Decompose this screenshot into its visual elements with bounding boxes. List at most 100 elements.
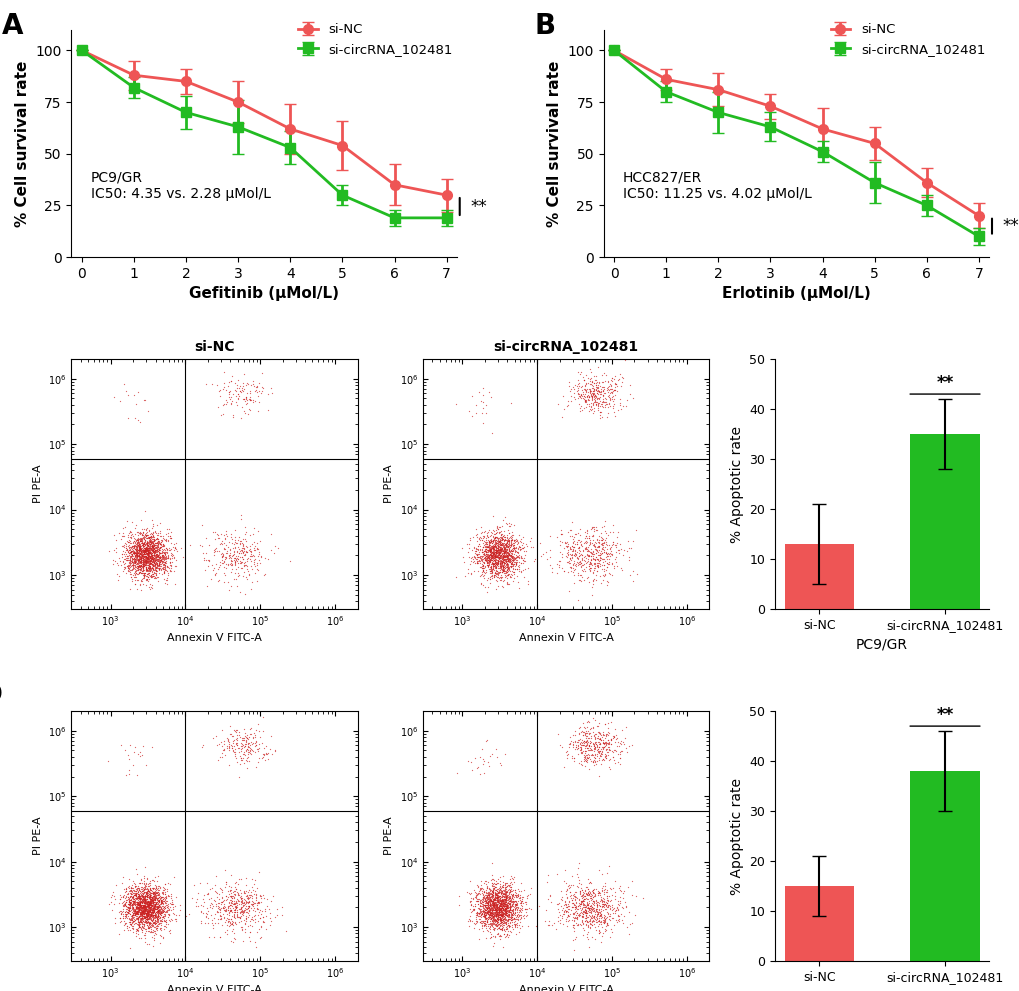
Point xyxy=(144,581,160,597)
Point xyxy=(129,558,146,574)
Point xyxy=(519,890,535,906)
Point xyxy=(565,933,581,948)
Point xyxy=(137,544,153,560)
Point xyxy=(490,900,506,916)
Point xyxy=(496,911,513,927)
Point xyxy=(145,549,161,565)
Point xyxy=(469,887,485,903)
Point xyxy=(493,917,510,933)
Point xyxy=(495,547,512,563)
Point xyxy=(493,894,510,910)
Point xyxy=(147,915,163,931)
Point xyxy=(484,538,500,554)
Point xyxy=(611,883,628,899)
Point xyxy=(483,902,499,918)
Point xyxy=(119,919,136,935)
Point xyxy=(129,883,146,899)
Point xyxy=(146,893,162,909)
Point xyxy=(465,890,481,906)
Point xyxy=(585,526,601,542)
Point xyxy=(136,899,152,915)
Point xyxy=(147,542,163,558)
Point xyxy=(483,538,499,554)
Point xyxy=(148,879,164,895)
Point xyxy=(131,894,148,910)
Point xyxy=(208,899,224,915)
Point xyxy=(480,547,496,563)
Point xyxy=(493,558,510,574)
Point xyxy=(494,868,511,884)
Point xyxy=(137,541,153,557)
Point xyxy=(493,899,510,915)
Point xyxy=(578,879,594,895)
Point xyxy=(151,903,167,919)
Point xyxy=(120,534,137,550)
Point xyxy=(605,742,622,758)
Point xyxy=(152,880,168,896)
Point xyxy=(571,540,587,556)
Point xyxy=(136,868,152,884)
Point xyxy=(129,547,146,563)
Point xyxy=(146,912,162,928)
Point xyxy=(242,392,258,408)
Point xyxy=(493,527,510,543)
Point xyxy=(579,746,595,762)
Point xyxy=(488,543,504,559)
Point xyxy=(484,555,500,571)
Point xyxy=(565,541,581,557)
Point xyxy=(136,545,152,561)
Point xyxy=(493,542,510,558)
Point xyxy=(492,893,508,909)
Point xyxy=(587,549,603,565)
Point xyxy=(140,544,156,560)
Point xyxy=(570,755,586,771)
Point xyxy=(503,532,520,548)
Point xyxy=(502,879,519,895)
Point xyxy=(479,529,495,545)
Point xyxy=(158,920,174,936)
Point xyxy=(500,902,517,918)
Point xyxy=(572,572,588,588)
Point xyxy=(207,868,223,884)
Point xyxy=(130,565,147,581)
Point xyxy=(116,918,132,934)
Point xyxy=(582,909,598,925)
Point xyxy=(481,555,497,571)
Point xyxy=(146,537,162,553)
Point xyxy=(159,893,175,909)
Point xyxy=(469,555,485,571)
Point xyxy=(590,528,606,544)
Point xyxy=(139,893,155,909)
Point xyxy=(473,532,489,548)
Point xyxy=(484,907,500,923)
Point xyxy=(477,917,493,933)
Point xyxy=(157,907,173,923)
Point xyxy=(495,899,512,915)
Point xyxy=(138,907,154,923)
Point xyxy=(144,893,160,909)
Point xyxy=(514,898,530,914)
Point xyxy=(500,917,517,933)
Point xyxy=(599,545,615,561)
Point xyxy=(560,884,577,900)
Point xyxy=(139,538,155,554)
Point xyxy=(495,926,512,941)
Point xyxy=(141,549,157,565)
Point xyxy=(143,569,159,585)
Point xyxy=(155,548,171,564)
Point xyxy=(501,884,518,900)
Point xyxy=(479,544,495,560)
Point xyxy=(231,528,248,544)
Point xyxy=(500,535,517,551)
Point xyxy=(133,892,150,908)
Point xyxy=(136,552,152,568)
Point xyxy=(500,899,517,915)
Point xyxy=(117,544,133,560)
Point xyxy=(209,915,225,931)
Point xyxy=(544,565,560,581)
Point xyxy=(152,928,168,943)
Point xyxy=(513,918,529,934)
Point xyxy=(216,896,232,912)
Point xyxy=(141,545,157,561)
Point xyxy=(144,886,160,902)
